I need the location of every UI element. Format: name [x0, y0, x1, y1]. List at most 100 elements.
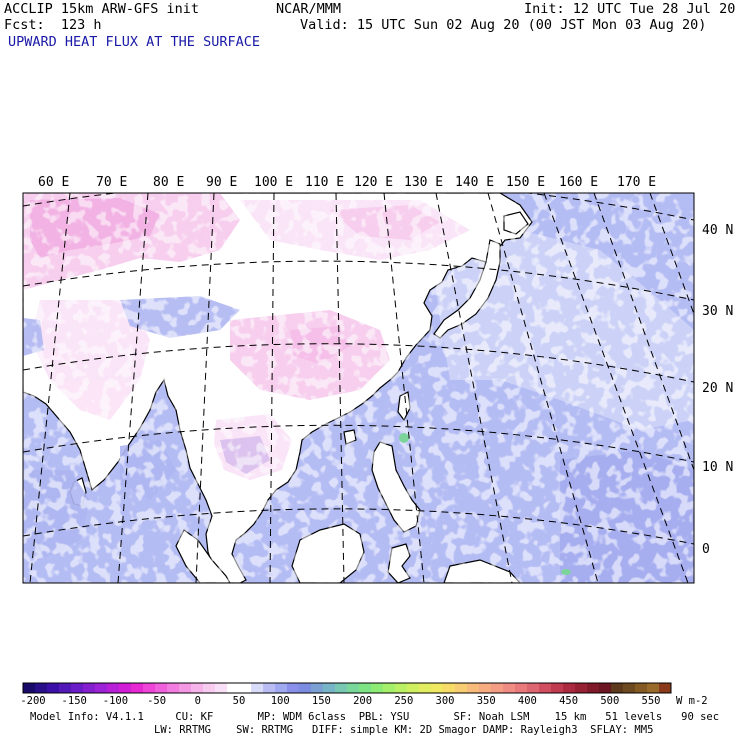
colorbar-swatch — [551, 683, 564, 693]
lon-label: 90 E — [206, 175, 237, 190]
lon-label: 60 E — [38, 175, 69, 190]
colorbar-swatch — [347, 683, 360, 693]
colorbar-swatch — [47, 683, 60, 693]
lon-label: 120 E — [354, 175, 393, 190]
field-title: UPWARD HEAT FLUX AT THE SURFACE — [8, 34, 260, 50]
latitude-labels: 40 N 30 N 20 N 10 N 0 — [702, 223, 733, 557]
graticule — [23, 193, 694, 583]
lat-line-40n — [23, 193, 694, 221]
lon-label: 150 E — [506, 175, 545, 190]
colorbar-swatch — [107, 683, 120, 693]
lat-label: 0 — [702, 542, 710, 557]
colorbar-swatch — [635, 683, 648, 693]
colorbar-tick-label: 450 — [559, 695, 578, 707]
colorbar-swatch — [539, 683, 552, 693]
colorbar-swatch — [35, 683, 48, 693]
colorbar — [23, 683, 672, 693]
colorbar-swatch — [119, 683, 132, 693]
forecast-hour: Fcst: 123 h — [4, 17, 102, 33]
colorbar-swatch — [623, 683, 636, 693]
colorbar-swatch — [227, 683, 240, 693]
lat-label: 30 N — [702, 304, 733, 319]
colorbar-tick-label: 300 — [436, 695, 455, 707]
lat-line-0 — [23, 508, 694, 545]
colorbar-swatch — [95, 683, 108, 693]
lon-line-100e — [269, 193, 275, 583]
lon-label: 80 E — [153, 175, 184, 190]
lon-line-120e — [383, 193, 425, 583]
colorbar-swatch — [359, 683, 372, 693]
colorbar-swatch — [563, 683, 576, 693]
lon-line-80e — [117, 193, 149, 583]
colorbar-tick-label: 250 — [394, 695, 413, 707]
colorbar-swatch — [59, 683, 72, 693]
colorbar-tick-label: 200 — [353, 695, 372, 707]
flux-spot-south — [561, 569, 571, 575]
colorbar-swatch — [311, 683, 324, 693]
colorbar-swatch — [335, 683, 348, 693]
colorbar-swatch — [491, 683, 504, 693]
lon-line-150e — [543, 193, 689, 583]
colorbar-swatch — [455, 683, 468, 693]
colorbar-swatch — [515, 683, 528, 693]
colorbar-frame — [22, 682, 672, 694]
flux-speckle — [23, 193, 694, 583]
colorbar-tick-label: 350 — [477, 695, 496, 707]
colorbar-tick-label: 400 — [518, 695, 537, 707]
colorbar-swatch — [419, 683, 432, 693]
colorbar-tick-label: 100 — [271, 695, 290, 707]
colorbar-swatch — [611, 683, 624, 693]
colorbar-swatch — [23, 683, 36, 693]
colorbar-swatch — [287, 683, 300, 693]
lat-label: 10 N — [702, 460, 733, 475]
colorbar-swatch — [527, 683, 540, 693]
lat-label: 40 N — [702, 223, 733, 238]
colorbar-ticks: -200 -150 -100 -50 0 50 100 150 200 250 300 350 400 4… — [20, 695, 660, 707]
init-time: Init: 12 UTC Tue 28 Jul 20 — [524, 1, 736, 17]
colorbar-swatch — [143, 683, 156, 693]
lon-line-90e — [195, 193, 215, 583]
lon-label: 70 E — [96, 175, 127, 190]
colorbar-tick-label: 0 — [195, 695, 201, 707]
lon-label: 130 E — [404, 175, 443, 190]
colorbar-tick-label: -200 — [20, 695, 45, 707]
colorbar-swatch — [659, 683, 672, 693]
colorbar-swatch — [647, 683, 660, 693]
lon-line-70e — [29, 193, 71, 583]
colorbar-swatch — [167, 683, 180, 693]
footer-line-2: LW: RRTMG SW: RRTMG DIFF: simple KM: 2D … — [154, 724, 654, 736]
longitude-labels: 60 E 70 E 80 E 90 E 100 E 110 E 120 E 13… — [38, 175, 656, 190]
colorbar-swatch — [203, 683, 216, 693]
colorbar-swatch — [383, 683, 396, 693]
valid-time: Valid: 15 UTC Sun 02 Aug 20 (00 JST Mon … — [300, 17, 707, 33]
colorbar-swatch — [179, 683, 192, 693]
colorbar-swatch — [575, 683, 588, 693]
colorbar-swatch — [587, 683, 600, 693]
colorbar-swatch — [407, 683, 420, 693]
colorbar-swatch — [251, 683, 264, 693]
colorbar-units: W m-2 — [676, 695, 708, 707]
colorbar-swatch — [371, 683, 384, 693]
colorbar-swatch — [299, 683, 312, 693]
center-label: NCAR/MMM — [276, 1, 342, 17]
colorbar-swatch — [155, 683, 168, 693]
colorbar-tick-label: -150 — [62, 695, 87, 707]
map-panel — [23, 193, 694, 583]
lat-label: 20 N — [702, 381, 733, 396]
colorbar-swatch — [83, 683, 96, 693]
colorbar-swatch — [599, 683, 612, 693]
colorbar-tick-label: 500 — [600, 695, 619, 707]
lon-line-170e — [649, 193, 694, 315]
colorbar-swatch — [467, 683, 480, 693]
colorbar-swatch — [239, 683, 252, 693]
lon-line-110e — [335, 193, 345, 583]
colorbar-swatch — [443, 683, 456, 693]
colorbar-swatch — [215, 683, 228, 693]
lon-label: 170 E — [617, 175, 656, 190]
colorbar-swatch — [395, 683, 408, 693]
colorbar-tick-label: 150 — [312, 695, 331, 707]
lon-label: 140 E — [455, 175, 494, 190]
lon-label: 100 E — [254, 175, 293, 190]
lon-line-160e — [593, 193, 694, 471]
